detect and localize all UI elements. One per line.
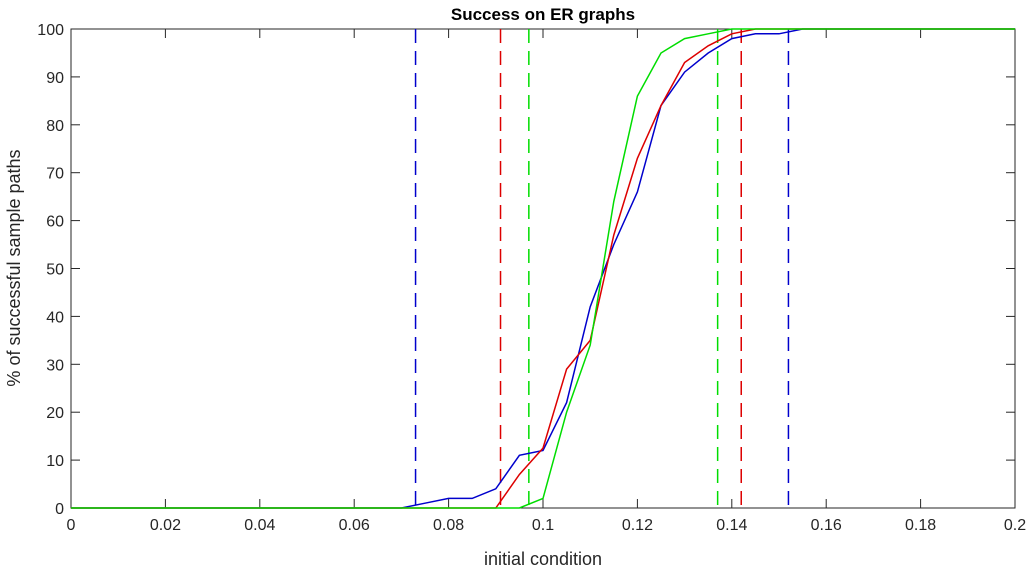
x-tick-label: 0.02	[150, 517, 181, 534]
x-tick-label: 0.18	[905, 517, 936, 534]
y-tick-label: 90	[46, 70, 64, 87]
x-tick-label: 0.2	[1004, 517, 1026, 534]
x-tick-label: 0.08	[433, 517, 464, 534]
x-axis-label: initial condition	[484, 549, 602, 569]
y-tick-label: 60	[46, 214, 64, 231]
x-tick-label: 0.06	[339, 517, 370, 534]
x-tick-label: 0.12	[622, 517, 653, 534]
y-tick-label: 10	[46, 453, 64, 470]
y-axis-label: % of successful sample paths	[4, 149, 24, 386]
chart-title: Success on ER graphs	[451, 5, 635, 24]
y-tick-label: 30	[46, 357, 64, 374]
y-tick-label: 20	[46, 405, 64, 422]
x-tick-label: 0.16	[811, 517, 842, 534]
series-line-2	[71, 28, 1015, 509]
y-tick-label: 80	[46, 118, 64, 135]
y-tick-label: 100	[37, 22, 64, 39]
plot-frame	[70, 28, 1016, 509]
y-tick-label: 40	[46, 309, 64, 326]
y-tick-label: 70	[46, 166, 64, 183]
y-tick-label: 50	[46, 262, 64, 279]
plot-area: 0 0.02 0.04 0.06 0.08 0.1 0.12 0.14 0.16 0.18 0.2 0…	[37, 22, 1026, 534]
x-tick-label: 0.14	[716, 517, 747, 534]
series-line-1	[71, 28, 1015, 509]
x-tick-label: 0	[67, 517, 76, 534]
x-tick-label: 0.04	[244, 517, 275, 534]
x-tick-label: 0.1	[532, 517, 554, 534]
y-tick-label: 0	[55, 501, 64, 518]
